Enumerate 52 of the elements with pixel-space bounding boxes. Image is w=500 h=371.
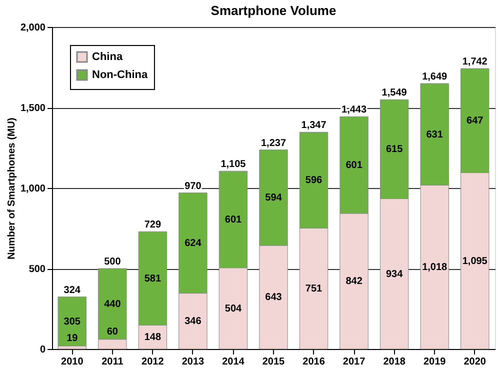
data-label: 504: [224, 303, 242, 314]
data-label: 647: [466, 116, 484, 127]
data-label: 624: [184, 238, 202, 250]
data-label: 601: [346, 160, 363, 172]
y-tick-label: 2,000: [20, 22, 46, 34]
y-tick-label: 500: [28, 264, 46, 275]
legend-label: China: [92, 51, 124, 63]
data-label: 615: [386, 144, 404, 156]
y-tick-label: 1,000: [20, 184, 46, 194]
legend-label: Non-China: [92, 69, 148, 81]
data-label: 1,095: [462, 256, 488, 267]
x-tick-label: 2011: [102, 356, 124, 368]
x-tick-label: 2012: [142, 356, 164, 368]
total-label: 1,105: [220, 159, 246, 170]
data-label: 631: [426, 129, 444, 140]
data-label: 19: [66, 332, 78, 344]
total-label: 1,237: [260, 138, 286, 149]
data-label: 581: [144, 273, 162, 284]
data-label: 842: [346, 276, 363, 288]
data-label: 751: [305, 284, 323, 295]
data-label: 934: [386, 268, 404, 280]
x-tick-label: 2013: [182, 356, 205, 368]
total-label: 1,549: [382, 88, 408, 99]
data-label: 1,018: [422, 262, 448, 274]
x-tick-label: 2010: [61, 356, 84, 368]
data-label: 346: [184, 316, 202, 328]
total-label: 729: [144, 220, 162, 231]
data-label: 643: [265, 292, 282, 304]
x-tick-label: 2020: [464, 356, 486, 368]
bar: [58, 296, 86, 346]
total-label: 500: [104, 256, 122, 268]
y-axis-title: Number of Smartphones (MU): [6, 118, 18, 260]
x-tick-label: 2017: [342, 356, 366, 368]
total-label: 324: [64, 284, 81, 296]
chart-title: Smartphone Volume: [210, 3, 336, 18]
x-tick-label: 2014: [222, 356, 245, 368]
data-label: 60: [106, 326, 118, 338]
y-tick-label: 0: [40, 344, 46, 356]
total-label: 1,347: [301, 120, 327, 132]
x-tick-label: 2018: [383, 356, 406, 368]
total-label: 1,649: [422, 72, 448, 83]
data-label: 148: [144, 332, 162, 344]
x-tick-label: 2016: [302, 356, 326, 368]
x-tick-label: 2019: [423, 356, 446, 368]
data-label: 440: [104, 298, 122, 310]
data-label: 596: [305, 175, 323, 186]
y-tick-label: 1,500: [20, 103, 46, 114]
data-label: 601: [224, 214, 242, 226]
x-tick-label: 2015: [262, 356, 286, 368]
data-label: 305: [64, 316, 81, 328]
total-label: 1,742: [462, 56, 488, 68]
data-label: 594: [265, 192, 282, 204]
